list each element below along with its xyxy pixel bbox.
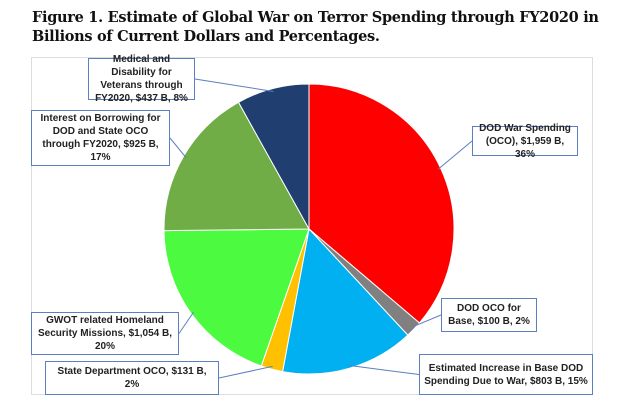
pie-slice [308,83,455,324]
data-label: Medical and Disability for Veterans thro… [88,54,195,104]
pie-slice [237,83,310,231]
chart-frame [31,57,593,395]
leader-line [348,364,420,375]
data-label: State Department OCO, $131 B, 2% [45,361,219,395]
leader-line [411,314,442,328]
data-label: Interest on Borrowing for DOD and State … [31,110,170,166]
leader-line [194,78,274,92]
leader-line [437,140,473,170]
data-label: GWOT related Homeland Security Missions,… [31,312,179,355]
leader-line [218,365,273,379]
data-label: DOD War Spending (OCO), $1,959 B, 36% [472,123,578,160]
pie-slice [163,101,310,232]
leader-line [169,137,187,158]
chart-title: Figure 1. Estimate of Global War on Terr… [32,9,599,45]
data-label: Estimated Increase in Base DOD Spending … [419,354,593,395]
leader-line [178,311,195,334]
data-label: DOD OCO for Base, $100 B, 2% [441,298,537,332]
pie-slice [163,228,310,367]
pie-slice [282,227,409,375]
